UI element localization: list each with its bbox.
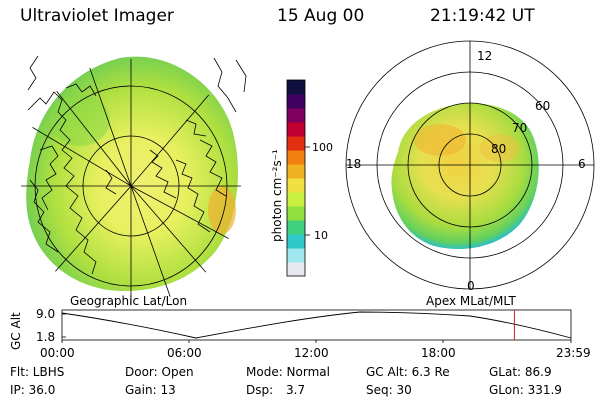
altitude-axis-label: GC Alt: [9, 312, 23, 350]
colorbar-segment: [287, 206, 305, 221]
mlt-label-0: 0: [467, 279, 475, 293]
dsp-value: 3.7: [286, 383, 306, 397]
colorbar-segment: [287, 164, 305, 179]
seq-info: Seq: 30: [366, 383, 412, 397]
aurora-patch: [50, 94, 110, 146]
coastlines: [27, 55, 247, 275]
geographic-panel-label: Geographic Lat/Lon: [70, 294, 187, 308]
geographic-map: [21, 55, 247, 305]
polar-grid: [345, 40, 595, 290]
x-tick-label: 23:59: [556, 346, 591, 360]
instrument-title: Ultraviolet Imager: [20, 6, 174, 26]
colorbar-frame: [286, 79, 306, 277]
colorbar-segment: [287, 220, 305, 235]
aurora-bright-patch: [208, 186, 236, 234]
colorbar-segment: [287, 150, 305, 165]
observation-time: 21:19:42 UT: [430, 6, 535, 26]
y-tick-label: 9.0: [36, 307, 55, 321]
observation-date: 15 Aug 00: [277, 6, 365, 26]
colorbar-segment: [287, 94, 305, 109]
colorbar-segment: [287, 80, 305, 95]
door-info: Door: Open: [125, 365, 194, 379]
colorbar-segment: [287, 262, 305, 277]
mlt-label-18: 18: [346, 157, 361, 171]
altitude-plot: 9.0 1.8 GC Alt 00:00 06:00 12:00 18:00 2…: [9, 307, 591, 360]
colorbar-segment: [287, 234, 305, 249]
glat-info: GLat: 86.9: [489, 365, 552, 379]
meridian: [21, 119, 132, 187]
glon-info: GLon: 331.9: [489, 383, 562, 397]
colorbar-segment: [287, 192, 305, 207]
meridian: [130, 185, 183, 305]
colorbar: 100 10 photon cm⁻²s⁻¹: [270, 79, 333, 277]
aurora-image-geographic: [26, 56, 238, 292]
latitude-label-80: 80: [491, 142, 506, 156]
colorbar-segment: [287, 108, 305, 123]
gain-info: Gain: 13: [125, 383, 176, 397]
aurora-bright-patch: [414, 124, 466, 156]
x-tick-label: 00:00: [40, 346, 75, 360]
x-ticks: [61, 340, 572, 343]
filter-info: Flt: LBHS: [10, 365, 65, 379]
colorbar-segment: [287, 136, 305, 151]
x-tick-label: 06:00: [167, 346, 202, 360]
colorbar-scale: [287, 80, 305, 277]
altitude-curve: [61, 311, 572, 339]
y-tick-label: 1.8: [36, 330, 55, 344]
colorbar-unit-label: photon cm⁻²s⁻¹: [270, 149, 284, 242]
colorbar-segment: [287, 122, 305, 137]
x-tick-label: 18:00: [421, 346, 456, 360]
latitude-label-70: 70: [512, 121, 527, 135]
colorbar-segment: [287, 248, 305, 263]
gc-alt-info: GC Alt: 6.3 Re: [366, 365, 450, 379]
colorbar-segment: [287, 178, 305, 193]
mlt-label-12: 12: [477, 49, 492, 63]
dsp-label: Dsp:: [246, 383, 274, 397]
x-tick-label: 12:00: [294, 346, 329, 360]
latitude-label-60: 60: [535, 99, 550, 113]
altitude-plot-frame: [61, 309, 572, 341]
polar-plot: 12 18 6 0 60 70 80: [345, 40, 595, 293]
ip-info: IP: 36.0: [10, 383, 56, 397]
mlt-label-6: 6: [578, 157, 586, 171]
mode-info: Mode: Normal: [246, 365, 330, 379]
colorbar-tick-label: 100: [312, 141, 333, 154]
colorbar-tick-label: 10: [314, 229, 328, 242]
magnetic-panel-label: Apex MLat/MLT: [426, 294, 516, 308]
